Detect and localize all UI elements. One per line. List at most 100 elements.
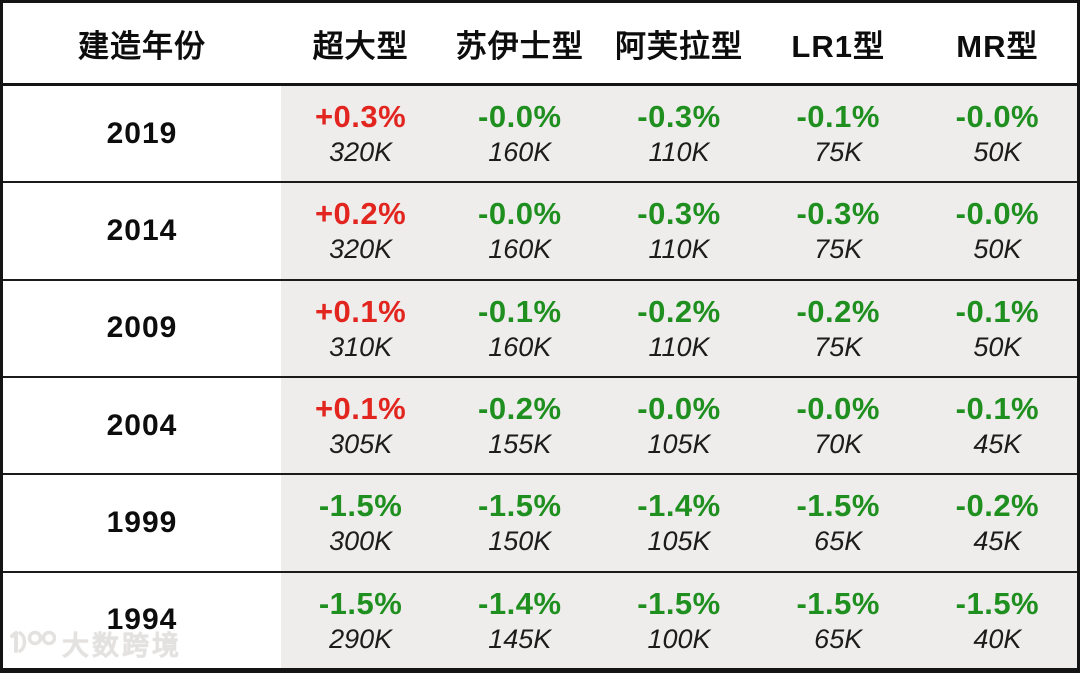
table-row-1999: 1999 -1.5% 300K -1.5% 150K -1.4% 105K -1.5% 65K -… [3, 475, 1077, 573]
vessel-size: 70K [814, 429, 863, 460]
pct-change: -1.5% [318, 585, 403, 621]
vessel-size: 45K [973, 526, 1022, 557]
value-cell-aframax-2009: -0.2% 110K [599, 280, 759, 376]
vessel-size: 310K [329, 331, 393, 362]
pct-change: -0.0% [955, 99, 1040, 135]
pct-change: -0.2% [637, 293, 721, 329]
value-cell-suezmax-2019: -0.0% 160K [440, 86, 600, 182]
value-cell-mr-1994: -1.5% 40K [917, 572, 1077, 668]
vessel-size: 50K [973, 137, 1022, 168]
vessel-size: 45K [973, 429, 1022, 460]
value-cell-mr-2009: -0.1% 50K [917, 280, 1077, 376]
pct-change: -0.2% [955, 488, 1040, 524]
value-cell-vlcc-2004: +0.1% 305K [281, 377, 441, 474]
pct-change: -1.5% [796, 488, 880, 524]
table-header-row: 建造年份 超大型 苏伊士型 阿芙拉型 LR1型 MR型 [3, 3, 1077, 86]
vessel-size: 40K [973, 623, 1022, 654]
table-body: 2019 +0.3% 320K -0.0% 160K -0.3% 110K -0.1% 75K -… [3, 86, 1077, 668]
column-header-vlcc: 超大型 [312, 28, 409, 64]
value-cell-vlcc-2014: +0.2% 320K [281, 183, 441, 279]
value-cell-lr1-1994: -1.5% 65K [758, 572, 918, 668]
vessel-size: 50K [973, 331, 1022, 362]
value-cell-aframax-1994: -1.5% 100K [599, 572, 759, 668]
vessel-size: 320K [329, 234, 393, 265]
pct-change: -1.5% [318, 488, 403, 524]
value-cell-lr1-2014: -0.3% 75K [758, 183, 918, 279]
year-label: 2019 [3, 86, 281, 182]
pct-change: -0.0% [478, 196, 562, 232]
value-cell-lr1-2019: -0.1% 75K [758, 86, 918, 182]
pct-change: -0.0% [637, 391, 721, 427]
value-cell-suezmax-1999: -1.5% 150K [440, 475, 600, 571]
value-cell-aframax-2019: -0.3% 110K [599, 86, 759, 182]
pct-change: -0.3% [637, 196, 721, 232]
vessel-size: 155K [488, 429, 552, 460]
value-cell-mr-1999: -0.2% 45K [917, 475, 1077, 571]
vessel-size: 145K [488, 623, 552, 654]
value-cell-mr-2004: -0.1% 45K [917, 377, 1077, 474]
pct-change: +0.1% [314, 293, 407, 329]
value-cell-suezmax-2009: -0.1% 160K [440, 280, 600, 376]
pct-change: +0.2% [314, 196, 407, 232]
pct-change: -1.5% [955, 585, 1040, 621]
column-header-aframax: 阿芙拉型 [614, 28, 743, 64]
pct-change: -0.3% [796, 196, 880, 232]
vessel-size: 100K [647, 623, 711, 654]
column-header-suezmax: 苏伊士型 [455, 28, 584, 64]
year-label: 1999 [3, 475, 281, 571]
vessel-size: 160K [488, 137, 552, 168]
vessel-size: 110K [648, 234, 710, 265]
pct-change: +0.1% [314, 391, 407, 427]
vessel-size: 50K [973, 234, 1022, 265]
pct-change: -0.1% [478, 293, 562, 329]
value-cell-vlcc-2019: +0.3% 320K [281, 86, 441, 182]
table-row-2004: 2004 +0.1% 305K -0.2% 155K -0.0% 105K -0.0% 70K -… [3, 377, 1077, 476]
column-header-mr: MR型 [956, 28, 1039, 64]
value-cell-vlcc-2009: +0.1% 310K [281, 280, 441, 376]
pct-change: -1.5% [478, 488, 562, 524]
pct-change: -0.1% [796, 99, 880, 135]
vessel-size: 160K [488, 234, 552, 265]
value-cell-aframax-1999: -1.4% 105K [599, 475, 759, 571]
vessel-size: 320K [329, 137, 393, 168]
value-cell-lr1-1999: -1.5% 65K [758, 475, 918, 571]
vessel-size: 65K [814, 526, 863, 557]
pct-change: -0.0% [478, 99, 562, 135]
value-cell-suezmax-2014: -0.0% 160K [440, 183, 600, 279]
pct-change: -0.0% [796, 391, 880, 427]
pct-change: -1.5% [796, 585, 880, 621]
pct-change: +0.3% [314, 99, 407, 135]
pct-change: -0.2% [478, 391, 562, 427]
vessel-size: 300K [329, 526, 393, 557]
pct-change: -0.0% [955, 196, 1040, 232]
value-cell-lr1-2009: -0.2% 75K [758, 280, 918, 376]
pct-change: -1.4% [637, 488, 721, 524]
vessel-size: 290K [329, 623, 393, 654]
value-cell-suezmax-2004: -0.2% 155K [440, 377, 600, 474]
vessel-size: 110K [648, 137, 710, 168]
year-label: 2004 [3, 377, 281, 474]
vessel-size: 105K [647, 429, 711, 460]
vessel-size: 75K [814, 137, 863, 168]
column-header-lr1: LR1型 [791, 28, 885, 64]
pct-change: -0.1% [955, 293, 1040, 329]
table-row-2009: 2009 +0.1% 310K -0.1% 160K -0.2% 110K -0.2% 75K -… [3, 280, 1077, 378]
pct-change: -1.4% [478, 585, 562, 621]
pct-change: -0.2% [796, 293, 880, 329]
table-row-2019: 2019 +0.3% 320K -0.0% 160K -0.3% 110K -0.1% 75K -… [3, 86, 1077, 184]
vessel-size: 150K [488, 526, 552, 557]
column-header-year: 建造年份 [78, 28, 206, 64]
pct-change: -1.5% [637, 585, 721, 621]
vessel-size: 160K [488, 331, 552, 362]
pct-change: -0.1% [955, 391, 1040, 427]
table-row-2014: 2014 +0.2% 320K -0.0% 160K -0.3% 110K -0.3% 75K -… [3, 183, 1077, 281]
value-cell-aframax-2014: -0.3% 110K [599, 183, 759, 279]
value-cell-suezmax-1994: -1.4% 145K [440, 572, 600, 668]
value-cell-vlcc-1994: -1.5% 290K [281, 572, 441, 668]
value-cell-lr1-2004: -0.0% 70K [758, 377, 918, 474]
table-row-1994: 1994 -1.5% 290K -1.4% 145K -1.5% 100K -1.5% 65K -… [3, 572, 1077, 668]
vessel-size: 65K [814, 623, 863, 654]
year-label: 1994 [3, 572, 281, 668]
year-label: 2014 [3, 183, 281, 279]
